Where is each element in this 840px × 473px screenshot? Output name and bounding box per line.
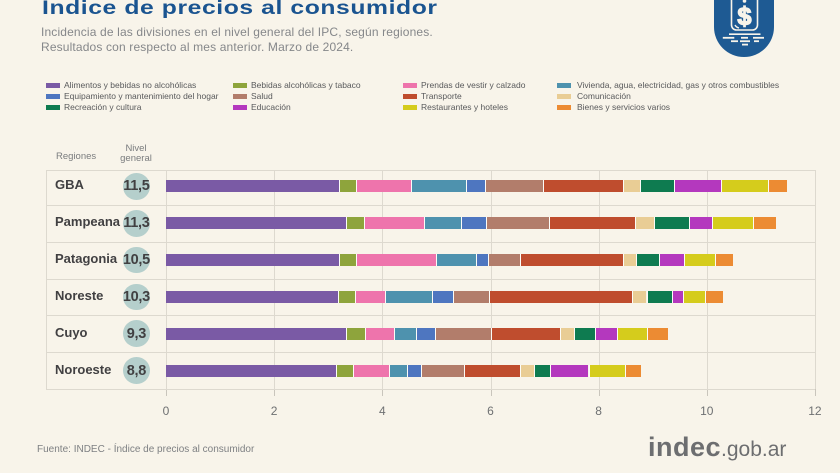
svg-text:$: $ — [738, 3, 752, 31]
